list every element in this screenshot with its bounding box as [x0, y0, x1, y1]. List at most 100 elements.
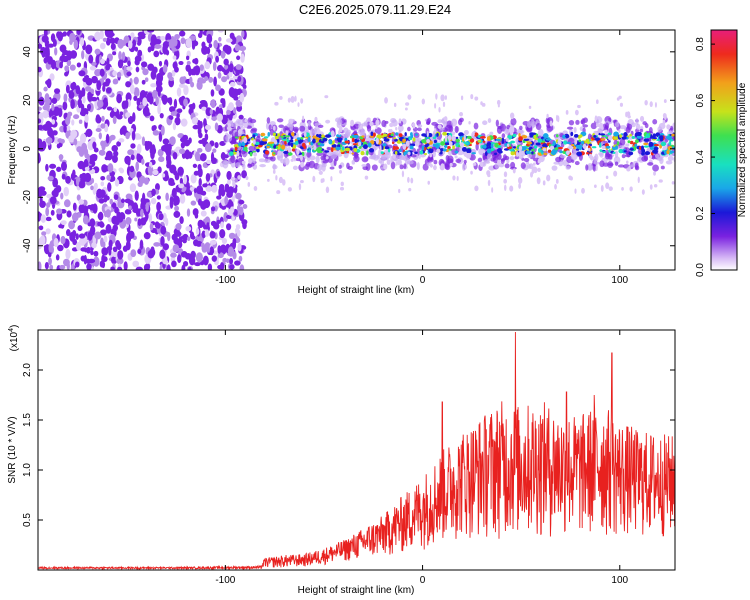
- spectrogram-x-axis-label: Height of straight line (km): [298, 285, 415, 296]
- spectrogram-x-tick-label: 100: [611, 275, 628, 286]
- signal-core: [336, 134, 342, 138]
- noise-blob: [184, 149, 191, 160]
- signal-halo: [566, 126, 574, 130]
- noise-blob: [193, 187, 198, 194]
- noise-blob: [237, 75, 242, 83]
- signal-scatter: [273, 125, 276, 131]
- noise-blob: [171, 187, 177, 198]
- signal-scatter: [629, 186, 633, 192]
- signal-halo: [631, 122, 636, 128]
- noise-blob: [120, 126, 127, 135]
- signal-core: [593, 134, 597, 138]
- signal-core: [379, 151, 384, 155]
- signal-core: [668, 141, 672, 146]
- noise-blob: [69, 32, 76, 43]
- signal-core: [362, 144, 368, 150]
- noise-blob: [223, 211, 229, 223]
- noise-blob: [201, 45, 209, 55]
- signal-scatter: [587, 147, 591, 152]
- signal-halo: [309, 128, 314, 137]
- signal-scatter: [542, 147, 547, 152]
- noise-blob: [158, 60, 163, 67]
- noise-blob: [69, 64, 76, 71]
- signal-core: [461, 146, 467, 152]
- signal-scatter: [398, 188, 401, 194]
- noise-blob: [236, 204, 241, 212]
- noise-blob: [161, 145, 168, 152]
- noise-blob: [206, 159, 212, 165]
- signal-halo: [266, 117, 271, 124]
- signal-scatter: [554, 183, 557, 190]
- signal-scatter: [241, 160, 246, 165]
- signal-scatter: [605, 175, 609, 180]
- signal-halo: [230, 155, 236, 164]
- signal-halo: [551, 165, 558, 171]
- signal-halo: [307, 121, 311, 127]
- noise-blob: [136, 97, 141, 107]
- signal-core: [648, 141, 654, 147]
- noise-blob: [238, 255, 243, 262]
- signal-scatter: [338, 129, 341, 136]
- signal-core: [394, 138, 398, 142]
- signal-halo: [560, 143, 565, 148]
- signal-scatter: [398, 118, 402, 124]
- noise-blob: [73, 39, 79, 50]
- noise-blob: [72, 169, 76, 178]
- noise-blob: [146, 93, 151, 103]
- signal-halo: [608, 153, 613, 160]
- noise-blob: [187, 236, 191, 242]
- signal-core: [579, 146, 582, 151]
- noise-blob: [198, 132, 203, 139]
- noise-blob: [157, 148, 164, 157]
- signal-core: [393, 137, 397, 140]
- signal-core: [410, 132, 413, 137]
- signal-halo: [495, 119, 499, 127]
- signal-halo: [455, 158, 462, 164]
- signal-halo: [398, 124, 404, 132]
- noise-blob: [204, 124, 212, 131]
- signal-scatter: [296, 148, 300, 155]
- noise-blob: [60, 235, 66, 245]
- noise-blob: [204, 143, 212, 153]
- noise-blob: [39, 235, 46, 246]
- signal-scatter: [607, 135, 613, 141]
- signal-halo: [489, 131, 494, 136]
- noise-blob: [232, 239, 237, 250]
- noise-blob: [161, 94, 168, 103]
- noise-blob: [135, 161, 139, 172]
- noise-blob: [142, 97, 148, 107]
- noise-blob: [110, 43, 116, 51]
- signal-core: [497, 150, 503, 154]
- signal-halo: [514, 155, 520, 160]
- noise-blob: [177, 254, 182, 264]
- noise-blob: [146, 191, 153, 198]
- noise-blob: [162, 259, 169, 265]
- signal-core: [331, 144, 337, 149]
- signal-halo: [475, 143, 479, 151]
- noise-blob: [47, 56, 54, 65]
- signal-scatter: [626, 160, 629, 164]
- signal-scatter: [312, 175, 316, 183]
- noise-blob: [229, 81, 236, 87]
- noise-blob: [179, 76, 186, 85]
- signal-core: [533, 134, 537, 140]
- noise-blob: [101, 115, 105, 122]
- spectrogram-y-tick-label: -40: [22, 238, 33, 253]
- signal-scatter: [509, 126, 512, 132]
- noise-blob: [62, 31, 67, 37]
- signal-halo: [457, 118, 463, 126]
- signal-core: [507, 146, 513, 150]
- noise-blob: [181, 264, 186, 270]
- noise-blob: [211, 116, 218, 121]
- noise-blob: [45, 216, 52, 222]
- noise-blob: [111, 250, 119, 258]
- signal-scatter: [449, 162, 453, 167]
- signal-core: [238, 142, 242, 147]
- noise-blob: [134, 190, 139, 201]
- signal-scatter: [472, 131, 475, 137]
- signal-halo: [306, 151, 312, 158]
- signal-scatter: [384, 97, 388, 104]
- signal-core: [629, 148, 634, 151]
- signal-scatter: [300, 161, 305, 168]
- noise-blob: [84, 166, 90, 171]
